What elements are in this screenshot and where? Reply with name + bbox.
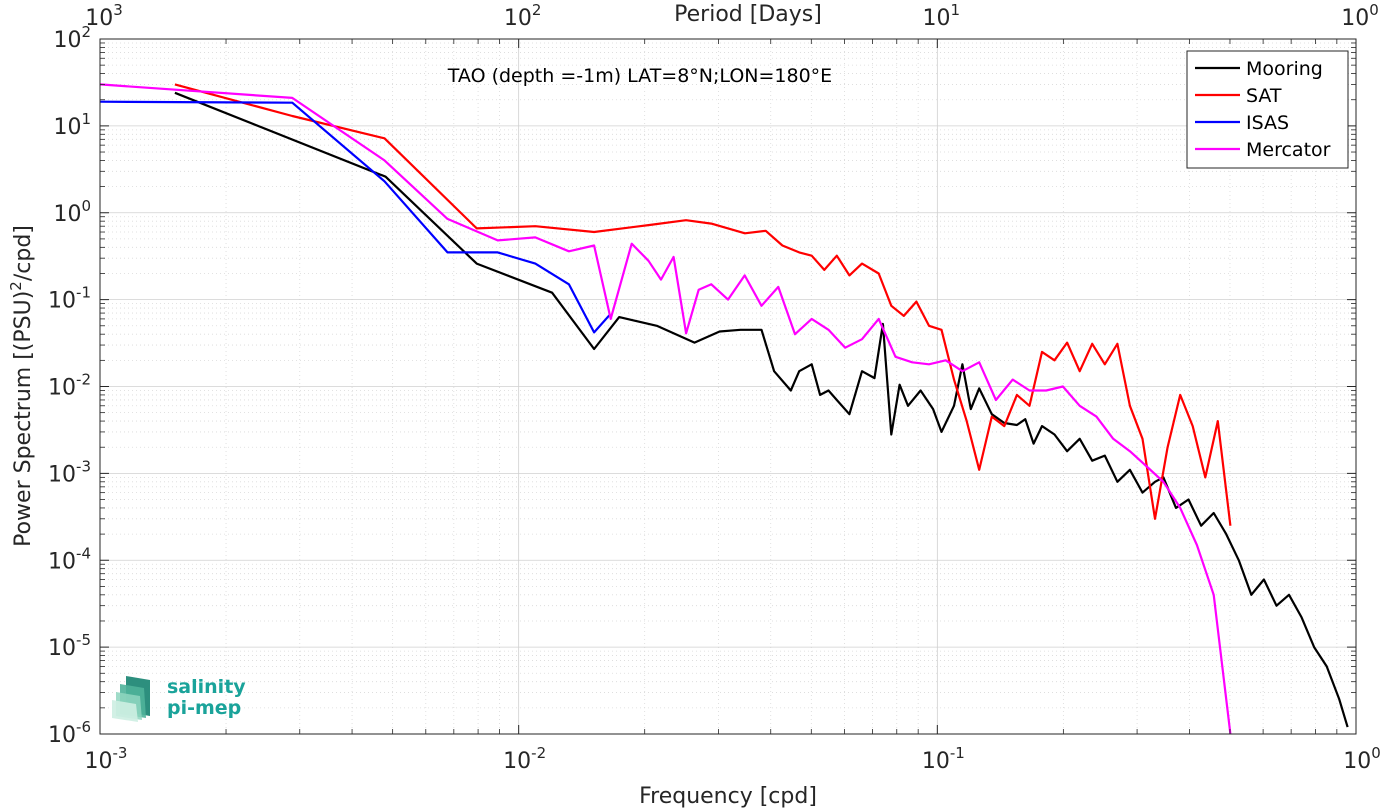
legend-label-sat: SAT — [1246, 85, 1282, 107]
y-tick-label: 10-5 — [48, 631, 91, 661]
x-tick-label: 100 — [1343, 744, 1381, 774]
series-line-isas — [99, 100, 612, 334]
minor-grid — [100, 39, 1356, 734]
salinity-pi-mep-logo: salinity pi-mep — [112, 676, 246, 722]
y-tick-label: 10-1 — [48, 284, 91, 314]
legend-label-mercator: Mercator — [1246, 139, 1331, 161]
y-axis-label: Power Spectrum [(PSU)2/cpd] — [7, 225, 36, 547]
top-x-tick-label: 101 — [923, 1, 961, 31]
logo-wave-4 — [112, 700, 138, 722]
y-tick-label: 10-6 — [48, 718, 91, 748]
y-tick-label: 10-3 — [48, 457, 91, 487]
x-tick-label: 10-1 — [922, 744, 965, 774]
logo-text-salinity: salinity — [167, 676, 246, 698]
x-axis-label: Frequency [cpd] — [639, 784, 817, 809]
axis-ticks — [99, 38, 1357, 735]
legend-label-isas: ISAS — [1246, 112, 1289, 134]
series-line-mooring — [174, 91, 1349, 728]
top-x-tick-label: 103 — [85, 1, 123, 31]
series-layer — [99, 83, 1349, 735]
series-line-sat — [174, 83, 1232, 526]
top-x-tick-label: 100 — [1341, 1, 1379, 31]
legend: Mooring SAT ISAS Mercator — [1186, 50, 1349, 169]
y-tick-label: 10-4 — [48, 544, 91, 574]
chart-title: TAO (depth =-1m) LAT=8°N;LON=180°E — [447, 65, 832, 87]
y-tick-label: 101 — [53, 110, 91, 140]
legend-label-mooring: Mooring — [1246, 58, 1323, 80]
x-tick-label: 10-2 — [503, 744, 546, 774]
logo-text-pi-mep: pi-mep — [167, 697, 241, 719]
x-tick-label: 10-3 — [85, 744, 128, 774]
top-x-tick-label: 102 — [504, 1, 542, 31]
y-axis-label-text: Power Spectrum [(PSU)2/cpd] — [7, 225, 36, 547]
y-tick-label: 102 — [53, 23, 91, 53]
series-line-mercator — [99, 83, 1232, 735]
top-x-axis-label: Period [Days] — [674, 2, 822, 27]
y-tick-label: 100 — [53, 197, 91, 227]
y-tick-label: 10-2 — [48, 371, 91, 401]
